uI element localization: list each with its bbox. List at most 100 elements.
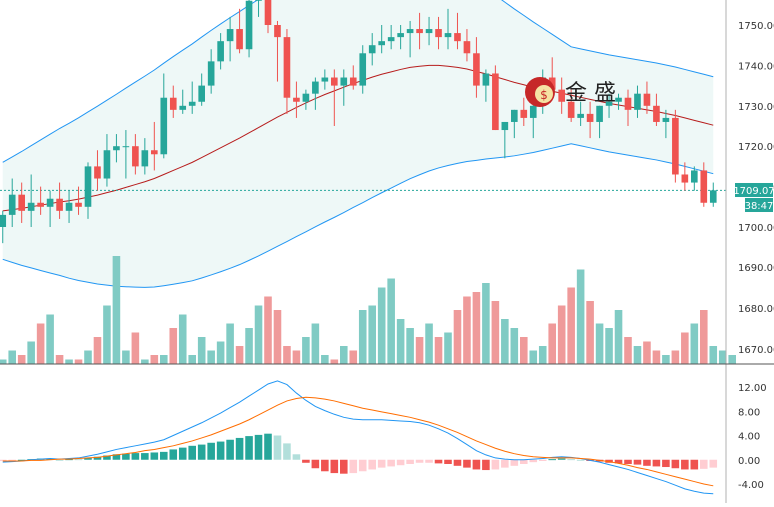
volume-bar (501, 319, 509, 364)
candle-body (454, 33, 461, 42)
macd-histogram-bar (302, 459, 310, 463)
volume-bar (690, 323, 699, 364)
macd-histogram-bar (178, 447, 187, 460)
volume-bar (340, 346, 348, 364)
candle-body (662, 117, 670, 122)
macd-tick-label: 12.00 (738, 383, 767, 394)
volume-bar (472, 292, 481, 364)
countdown-box (745, 198, 773, 212)
candle-body (169, 97, 177, 110)
volume-bar (150, 355, 159, 364)
volume-bar (463, 296, 471, 364)
volume-bar (425, 323, 433, 364)
candle-body (700, 170, 708, 203)
macd-histogram-bar (425, 459, 433, 463)
macd-histogram-bar (529, 459, 538, 463)
candle-body (416, 29, 423, 34)
volume-bar (8, 350, 16, 364)
macd-histogram-bar (330, 459, 339, 474)
macd-histogram-bar (122, 453, 130, 460)
volume-bar (605, 328, 613, 364)
bollinger-mid-line (2, 64, 714, 212)
candle-body (586, 113, 594, 122)
volume-tick-label: 1680.00 (738, 304, 774, 315)
candle-body (255, 0, 262, 1)
macd-histogram-bar (444, 459, 452, 464)
macd-histogram-bar (321, 459, 329, 472)
volume-bar (27, 341, 35, 364)
volume-bar (264, 296, 272, 364)
volume-bar (368, 305, 376, 364)
volume-bar (84, 350, 92, 364)
candle-body (56, 198, 63, 211)
candle-body (84, 166, 92, 207)
macd-histogram-bar (557, 458, 566, 460)
candle-body (596, 105, 603, 122)
volume-bar (169, 328, 178, 364)
volume-bar (302, 337, 310, 364)
candle-body (245, 0, 253, 50)
candle-body (463, 41, 471, 54)
macd-histogram-bar (614, 459, 623, 464)
price-tick-label: 1720.00 (738, 142, 774, 153)
volume-bar (482, 283, 490, 364)
candle-body (293, 97, 300, 102)
candle-body (179, 105, 187, 110)
macd-histogram-bar (112, 454, 121, 460)
volume-bar (122, 350, 130, 364)
candle-body (709, 190, 717, 203)
candle-body (18, 194, 25, 211)
volume-bar (330, 359, 339, 364)
volume-bar (444, 332, 452, 364)
candle-body (492, 73, 499, 131)
candle-body (94, 166, 101, 179)
candle-body (274, 25, 281, 38)
macd-histogram-bar (567, 459, 575, 461)
macd-histogram-bar (377, 459, 386, 468)
macd-histogram-bar (633, 459, 642, 465)
macd-histogram-bar (463, 459, 471, 468)
volume-bar (643, 341, 651, 364)
candle-body (567, 101, 575, 118)
macd-histogram-bar (55, 459, 64, 461)
candle-body (482, 73, 490, 86)
macd-histogram-bar (283, 443, 291, 460)
candle-body (283, 37, 291, 98)
volume-bar (349, 350, 358, 364)
volume-bar (557, 305, 566, 364)
volume-bar (520, 337, 528, 364)
candle-body (520, 109, 528, 118)
volume-bar (112, 256, 121, 364)
macd-histogram-bar (17, 459, 26, 461)
volume-bar (216, 341, 225, 364)
candle-body (151, 150, 158, 155)
macd-histogram-bar (207, 442, 215, 460)
volume-bar (510, 328, 519, 364)
macd-histogram-bar (520, 459, 528, 464)
macd-histogram-bar (548, 459, 556, 461)
volume-bar (529, 350, 538, 364)
price-tick-label: 1700.00 (738, 223, 774, 234)
volume-bar (633, 346, 642, 364)
candle-body (321, 77, 329, 82)
candle-body (511, 109, 518, 122)
volume-bar (548, 323, 556, 364)
candle-body (624, 97, 632, 110)
macd-histogram-bar (8, 459, 16, 461)
candle-body (558, 89, 565, 102)
macd-histogram-bar (340, 459, 348, 474)
macd-histogram-bar (538, 459, 547, 461)
candle-body (634, 93, 641, 110)
candle-body (444, 33, 452, 38)
price-tick-label: 1730.00 (738, 102, 774, 113)
macd-histogram-bar (652, 459, 661, 467)
logo-text: 金 盛 (565, 81, 616, 106)
candle-body (425, 29, 433, 34)
candle-body (132, 146, 139, 167)
volume-bar (103, 305, 111, 364)
macd-histogram-bar (472, 459, 481, 470)
volume-bar (709, 346, 718, 364)
volume-bars-layer (0, 256, 736, 364)
